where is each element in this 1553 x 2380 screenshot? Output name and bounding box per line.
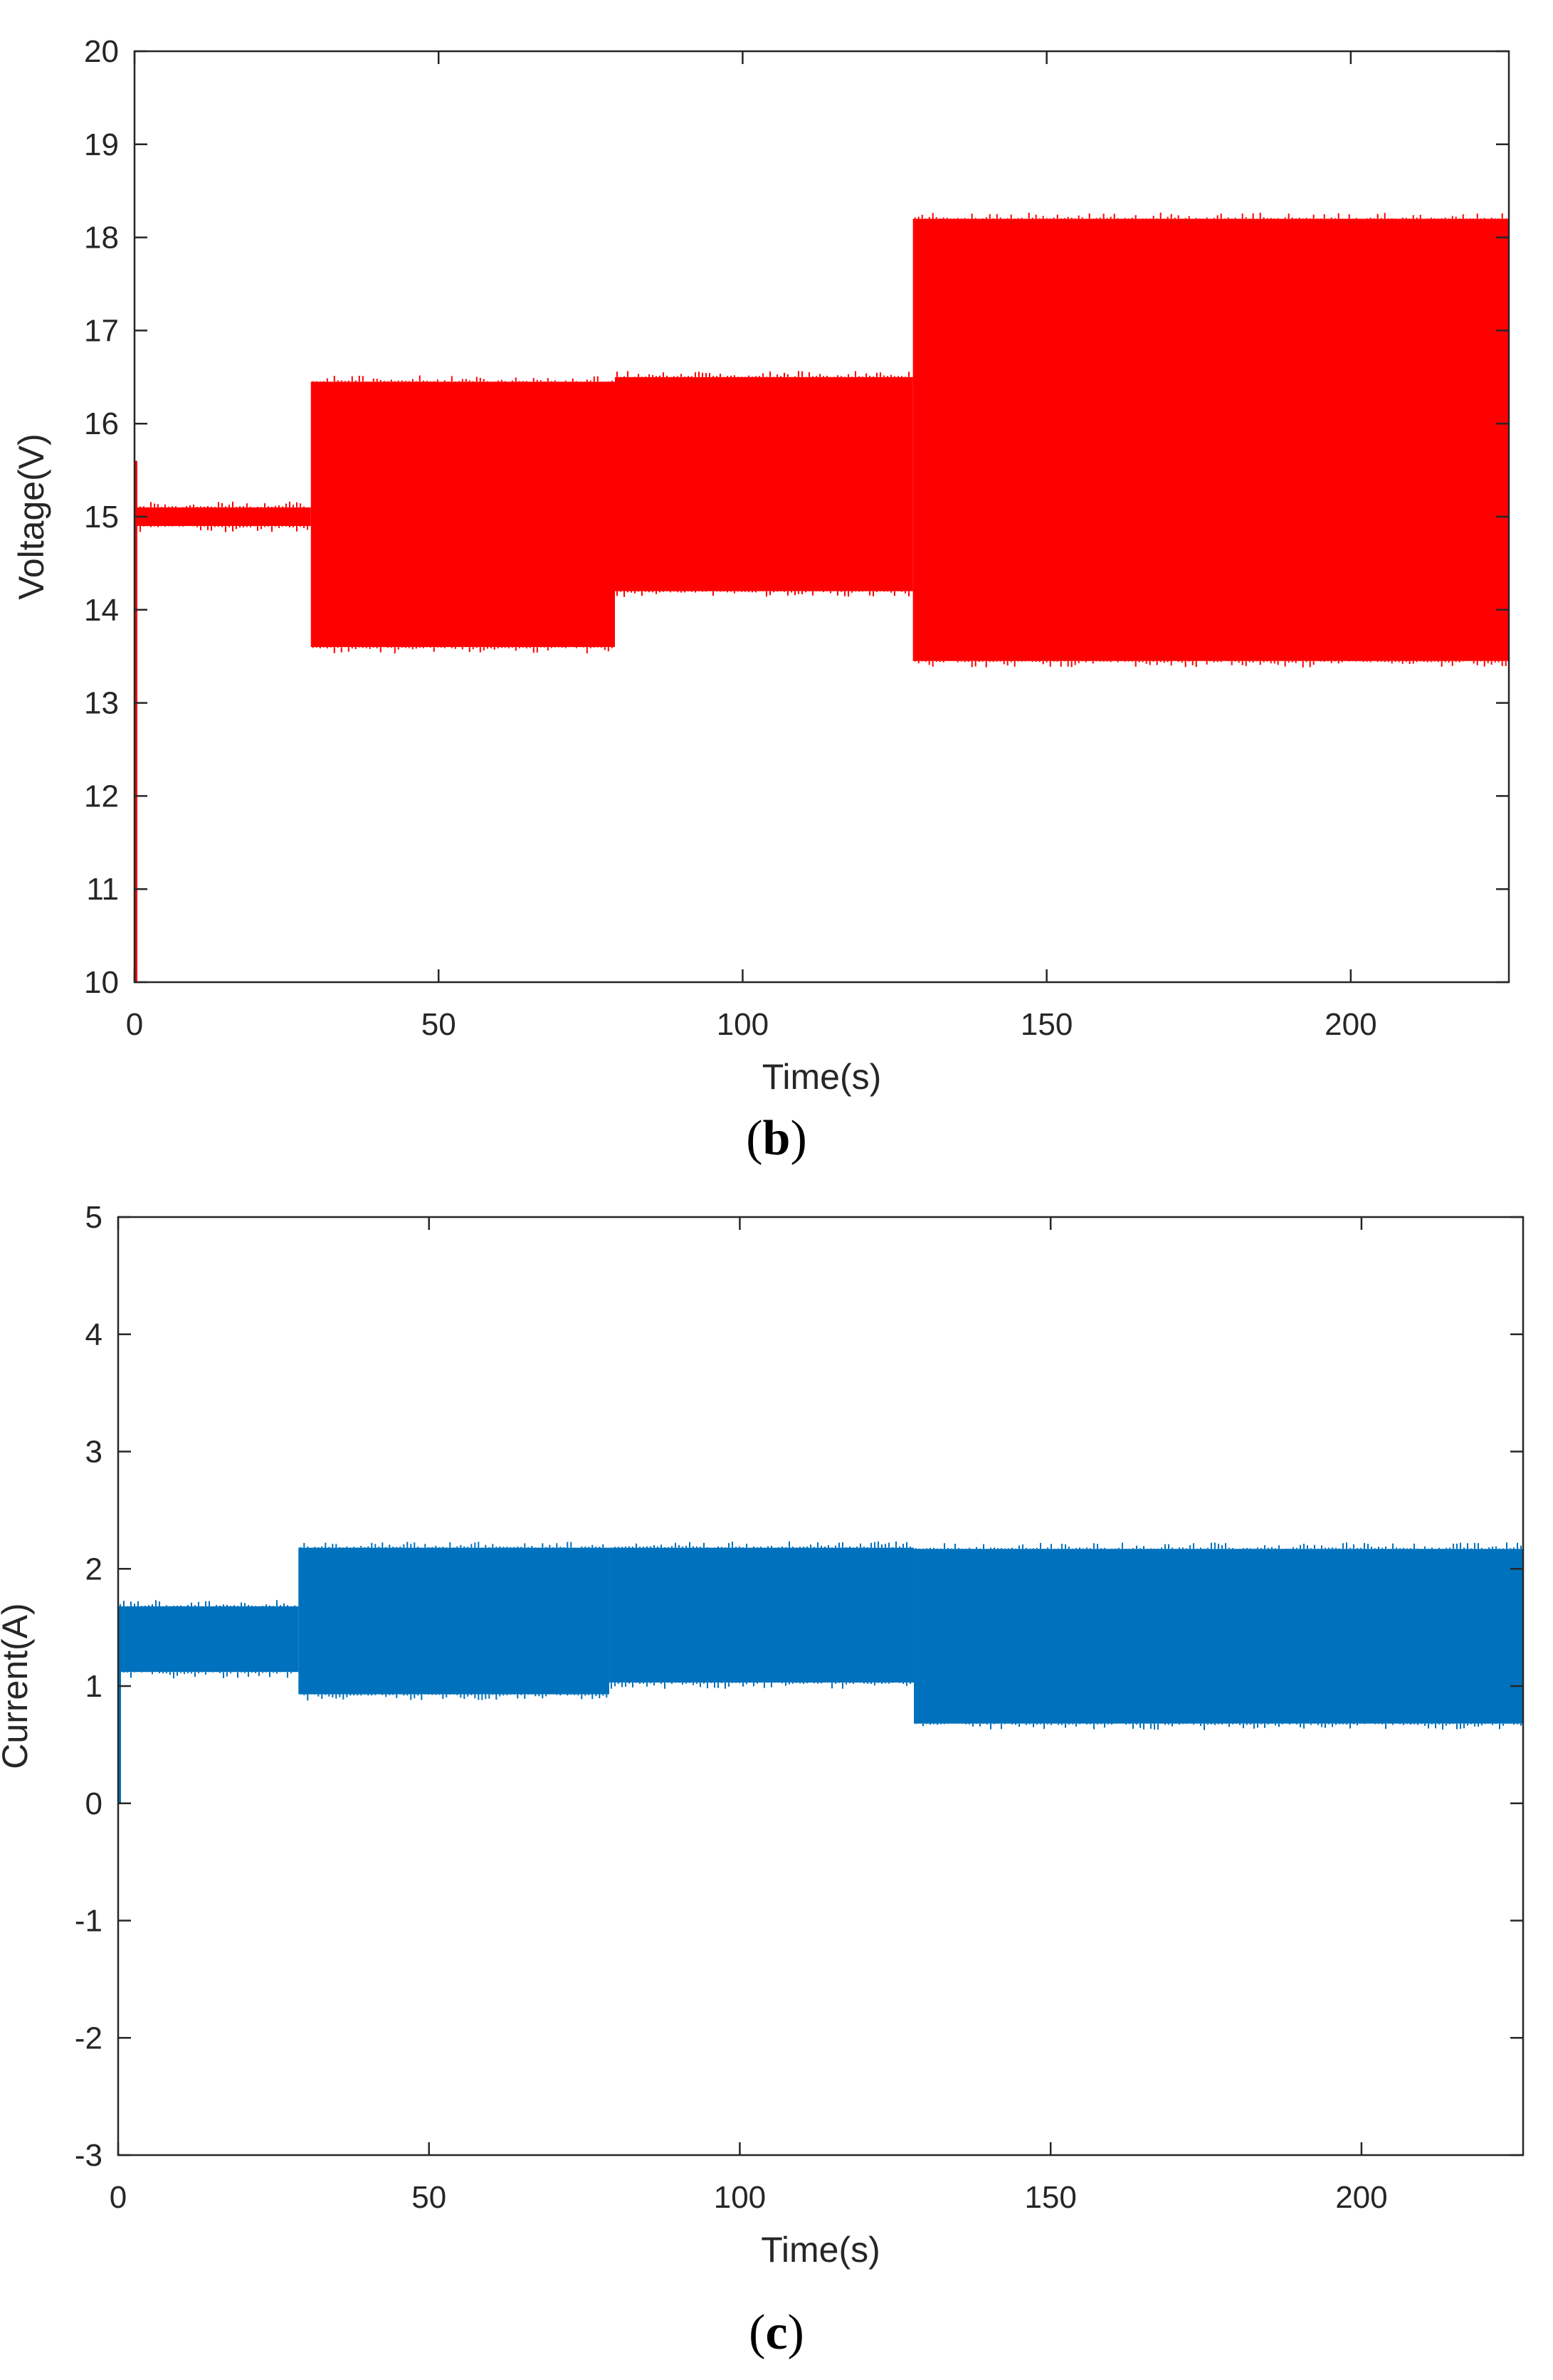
caption-b-letter: b bbox=[762, 1111, 791, 1166]
band-bottom-noise-c-4 bbox=[915, 1723, 1522, 1730]
y-tick-label-b-15: 15 bbox=[84, 500, 119, 535]
y-axis-label-c: Current(A) bbox=[0, 1603, 35, 1769]
band-top-noise-c-4 bbox=[915, 1542, 1522, 1549]
band-c-2 bbox=[298, 1547, 610, 1695]
band-c-3 bbox=[609, 1547, 915, 1683]
x-tick-label-b-100: 100 bbox=[717, 1007, 769, 1042]
band-bottom-noise-c-3 bbox=[611, 1683, 911, 1689]
x-axis-label-c: Time(s) bbox=[761, 2230, 880, 2270]
band-top-noise-b-3 bbox=[616, 371, 910, 377]
band-top-noise-b-4 bbox=[914, 212, 1507, 219]
y-tick-label-c-2: 2 bbox=[85, 1552, 102, 1586]
band-top-noise-b-2 bbox=[312, 375, 613, 382]
band-b-1 bbox=[135, 507, 311, 527]
caption-c-letter: c bbox=[765, 2305, 788, 2360]
y-tick-label-b-10: 10 bbox=[84, 965, 119, 1000]
band-top-noise-c-2 bbox=[300, 1542, 604, 1548]
x-tick-label-c-150: 150 bbox=[1024, 2180, 1076, 2215]
x-tick-label-b-150: 150 bbox=[1021, 1007, 1073, 1042]
band-top-noise-c-1 bbox=[120, 1600, 295, 1606]
y-tick-label-b-19: 19 bbox=[84, 127, 119, 162]
band-bottom-noise-b-4 bbox=[914, 660, 1507, 668]
panel-c: 0 50 100 150 200 -3 -2 -1 0 1 2 3 4 5 Time(s) Current(A… bbox=[0, 1200, 1525, 2270]
y-tick-label-b-13: 13 bbox=[84, 686, 119, 721]
band-bottom-noise-c-2 bbox=[300, 1694, 608, 1701]
x-tick-label-b-0: 0 bbox=[126, 1007, 143, 1042]
y-tick-label-b-18: 18 bbox=[84, 221, 119, 256]
caption-b: (b) bbox=[746, 1111, 807, 1166]
y-tick-label-c-3: 3 bbox=[85, 1435, 102, 1470]
x-tick-label-b-50: 50 bbox=[421, 1007, 456, 1042]
x-tick-label-c-50: 50 bbox=[411, 2180, 446, 2215]
y-tick-label-c--3: -3 bbox=[75, 2138, 102, 2173]
x-tick-label-c-0: 0 bbox=[110, 2180, 127, 2215]
band-bottom-noise-b-2 bbox=[312, 647, 613, 654]
y-tick-label-b-16: 16 bbox=[84, 406, 119, 441]
band-c-4 bbox=[914, 1549, 1523, 1724]
x-axis-label-b: Time(s) bbox=[762, 1057, 882, 1097]
band-b-2 bbox=[310, 381, 615, 648]
band-top-noise-c-3 bbox=[611, 1541, 911, 1548]
y-tick-label-b-14: 14 bbox=[84, 593, 119, 628]
y-tick-label-c--1: -1 bbox=[75, 1904, 102, 1939]
y-tick-label-c-0: 0 bbox=[85, 1786, 102, 1821]
y-axis-label-b: Voltage(V) bbox=[11, 433, 51, 599]
panel-b: 0 50 100 150 200 10 11 12 13 14 15 16 17 18 19 20 Time(s… bbox=[11, 34, 1510, 1097]
y-tick-label-b-17: 17 bbox=[84, 313, 119, 348]
y-tick-label-b-20: 20 bbox=[84, 34, 119, 69]
band-b-4 bbox=[912, 218, 1509, 661]
y-tick-label-b-11: 11 bbox=[86, 872, 119, 907]
y-tick-label-b-12: 12 bbox=[84, 779, 119, 813]
x-tick-label-c-200: 200 bbox=[1335, 2180, 1387, 2215]
caption-c: (c) bbox=[749, 2305, 804, 2360]
y-tick-label-c--2: -2 bbox=[75, 2021, 102, 2055]
y-tick-label-c-1: 1 bbox=[85, 1669, 102, 1704]
y-tick-label-c-5: 5 bbox=[85, 1200, 102, 1235]
band-c-1 bbox=[118, 1606, 299, 1673]
band-b-3 bbox=[614, 377, 913, 591]
band-bottom-noise-b-3 bbox=[616, 591, 910, 597]
x-tick-label-b-200: 200 bbox=[1325, 1007, 1376, 1042]
y-tick-label-c-4: 4 bbox=[85, 1317, 102, 1352]
x-tick-label-c-100: 100 bbox=[714, 2180, 766, 2215]
